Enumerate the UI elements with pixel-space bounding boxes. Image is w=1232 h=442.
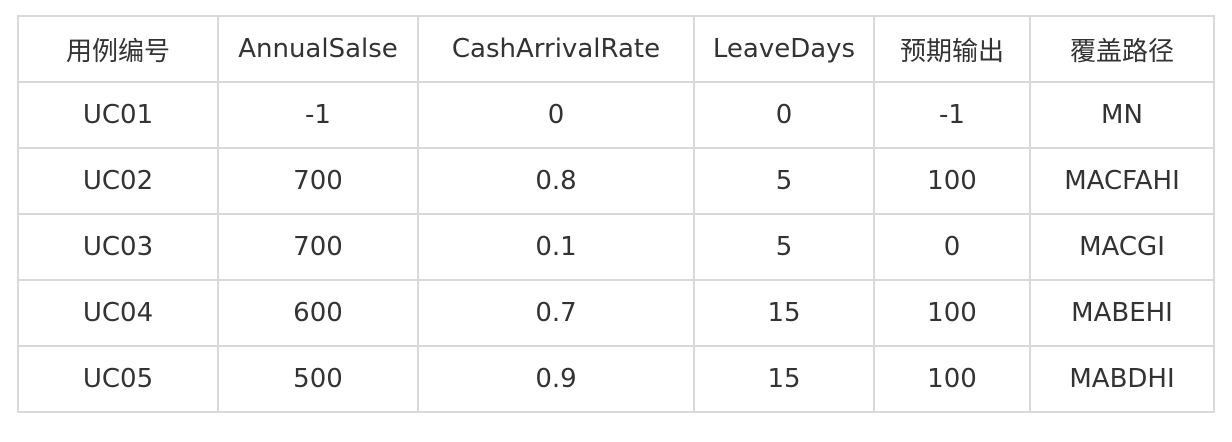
cell-cash-arrival-rate: 0.7 [417, 279, 695, 347]
cell-annual-sales: 700 [217, 147, 419, 215]
cell-case-id: UC05 [17, 345, 219, 413]
cell-case-id: UC03 [17, 213, 219, 281]
header-row: 用例编号 AnnualSalse CashArrivalRate LeaveDa… [17, 15, 1215, 83]
cell-case-id: UC01 [17, 81, 219, 149]
cell-leave-days: 0 [693, 81, 875, 149]
header-leave-days: LeaveDays [693, 15, 875, 83]
cell-leave-days: 5 [693, 147, 875, 215]
cell-case-id: UC04 [17, 279, 219, 347]
table-row: UC02 700 0.8 5 100 MACFAHI [17, 147, 1215, 215]
cell-covered-path: MACFAHI [1029, 147, 1215, 215]
cell-covered-path: MN [1029, 81, 1215, 149]
cell-leave-days: 5 [693, 213, 875, 281]
cell-expected-output: 100 [873, 147, 1031, 215]
cell-annual-sales: 700 [217, 213, 419, 281]
cell-expected-output: 100 [873, 345, 1031, 413]
table-row: UC03 700 0.1 5 0 MACGI [17, 213, 1215, 281]
table-row: UC01 -1 0 0 -1 MN [17, 81, 1215, 149]
header-annual-sales: AnnualSalse [217, 15, 419, 83]
cell-covered-path: MABEHI [1029, 279, 1215, 347]
cell-annual-sales: 600 [217, 279, 419, 347]
cell-expected-output: -1 [873, 81, 1031, 149]
table-row: UC05 500 0.9 15 100 MABDHI [17, 345, 1215, 413]
test-case-table: 用例编号 AnnualSalse CashArrivalRate LeaveDa… [17, 15, 1215, 413]
cell-leave-days: 15 [693, 279, 875, 347]
table-container: 用例编号 AnnualSalse CashArrivalRate LeaveDa… [17, 15, 1215, 413]
cell-leave-days: 15 [693, 345, 875, 413]
header-covered-path: 覆盖路径 [1029, 15, 1215, 83]
cell-case-id: UC02 [17, 147, 219, 215]
table-row: UC04 600 0.7 15 100 MABEHI [17, 279, 1215, 347]
cell-covered-path: MABDHI [1029, 345, 1215, 413]
cell-cash-arrival-rate: 0.8 [417, 147, 695, 215]
cell-cash-arrival-rate: 0.9 [417, 345, 695, 413]
cell-cash-arrival-rate: 0.1 [417, 213, 695, 281]
cell-annual-sales: 500 [217, 345, 419, 413]
header-expected-output: 预期输出 [873, 15, 1031, 83]
cell-covered-path: MACGI [1029, 213, 1215, 281]
cell-cash-arrival-rate: 0 [417, 81, 695, 149]
header-case-id: 用例编号 [17, 15, 219, 83]
cell-expected-output: 0 [873, 213, 1031, 281]
header-cash-arrival-rate: CashArrivalRate [417, 15, 695, 83]
cell-annual-sales: -1 [217, 81, 419, 149]
cell-expected-output: 100 [873, 279, 1031, 347]
